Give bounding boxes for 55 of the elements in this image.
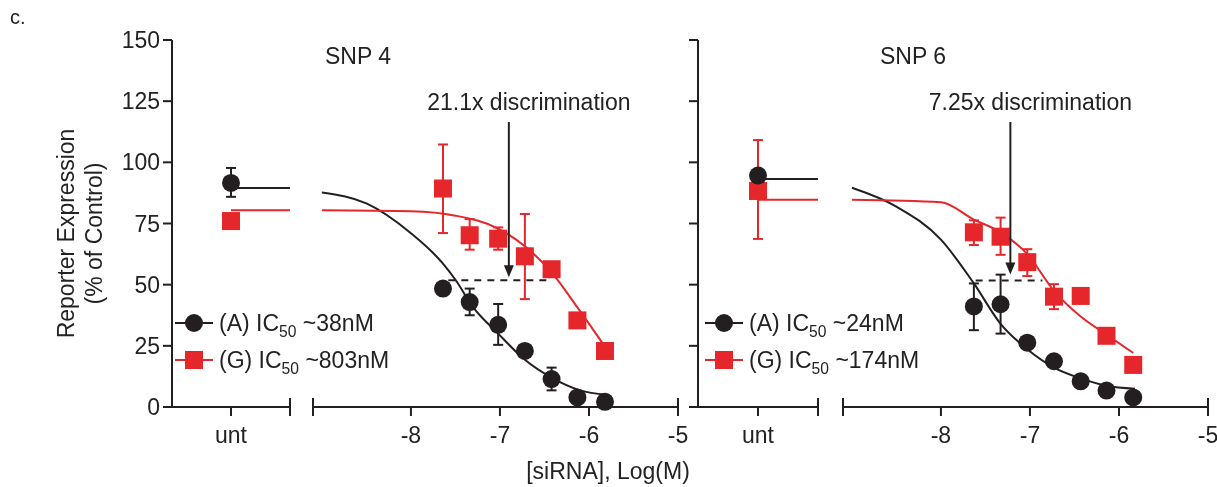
point [1097, 381, 1116, 400]
y-tick-label: 75 [134, 210, 160, 237]
point [433, 279, 452, 298]
point [596, 341, 614, 360]
x-tick-label: -6 [1108, 422, 1130, 448]
x-tick-label: -6 [578, 422, 600, 448]
point [1044, 287, 1063, 306]
point [964, 223, 983, 242]
x-tick-label: unt [742, 422, 775, 448]
point [991, 295, 1010, 314]
point [568, 311, 587, 330]
text: c. [10, 6, 26, 28]
point [1018, 333, 1037, 352]
y-tick-label: 25 [134, 332, 160, 359]
y-tick-label: 50 [134, 271, 160, 298]
x-tick-label: -7 [489, 422, 511, 448]
x-tick-label: -8 [400, 422, 422, 448]
legend-label: (A) IC$_{50}$ ~38nM [219, 310, 374, 340]
x-tick-label: -5 [1197, 422, 1217, 448]
x-tick-label: -7 [1019, 422, 1041, 448]
point [1124, 355, 1143, 374]
legend-label: (G) IC$_{50}$ ~174nM [749, 347, 920, 377]
chart-title: SNP 6 [879, 43, 947, 69]
annotation: 21.1x discrimination [427, 89, 631, 115]
x-tick-label: unt [215, 422, 248, 448]
y-tick-label: 125 [121, 88, 160, 115]
point [596, 392, 614, 411]
point [515, 247, 534, 266]
point [542, 260, 561, 279]
point [1071, 372, 1090, 391]
chart-title: SNP 4 [324, 43, 392, 69]
point [1097, 326, 1116, 345]
point [460, 293, 479, 312]
y-tick-label: 150 [121, 27, 160, 53]
point [542, 370, 561, 389]
point [515, 341, 534, 360]
point [489, 315, 508, 334]
legend-label: (A) IC$_{50}$ ~24nM [749, 310, 904, 340]
point [1071, 286, 1090, 305]
point [964, 297, 983, 316]
annotation: 7.25x discrimination [928, 89, 1132, 115]
point [433, 179, 452, 198]
y-tick-label: 100 [121, 149, 160, 176]
point [1124, 388, 1143, 407]
point [1044, 352, 1063, 371]
x-tick-label: -5 [667, 422, 689, 448]
x-tick-label: -8 [930, 422, 952, 448]
y-tick-label: 0 [147, 394, 160, 420]
point [1018, 253, 1037, 272]
y-axis-title: Reporter Expression (% of Control) [53, 128, 107, 339]
point [568, 388, 587, 407]
point [991, 227, 1010, 246]
x-axis-title: [siRNA], Log(M) [526, 458, 690, 484]
legend-label: (G) IC$_{50}$ ~803nM [219, 347, 390, 377]
point [460, 226, 479, 245]
